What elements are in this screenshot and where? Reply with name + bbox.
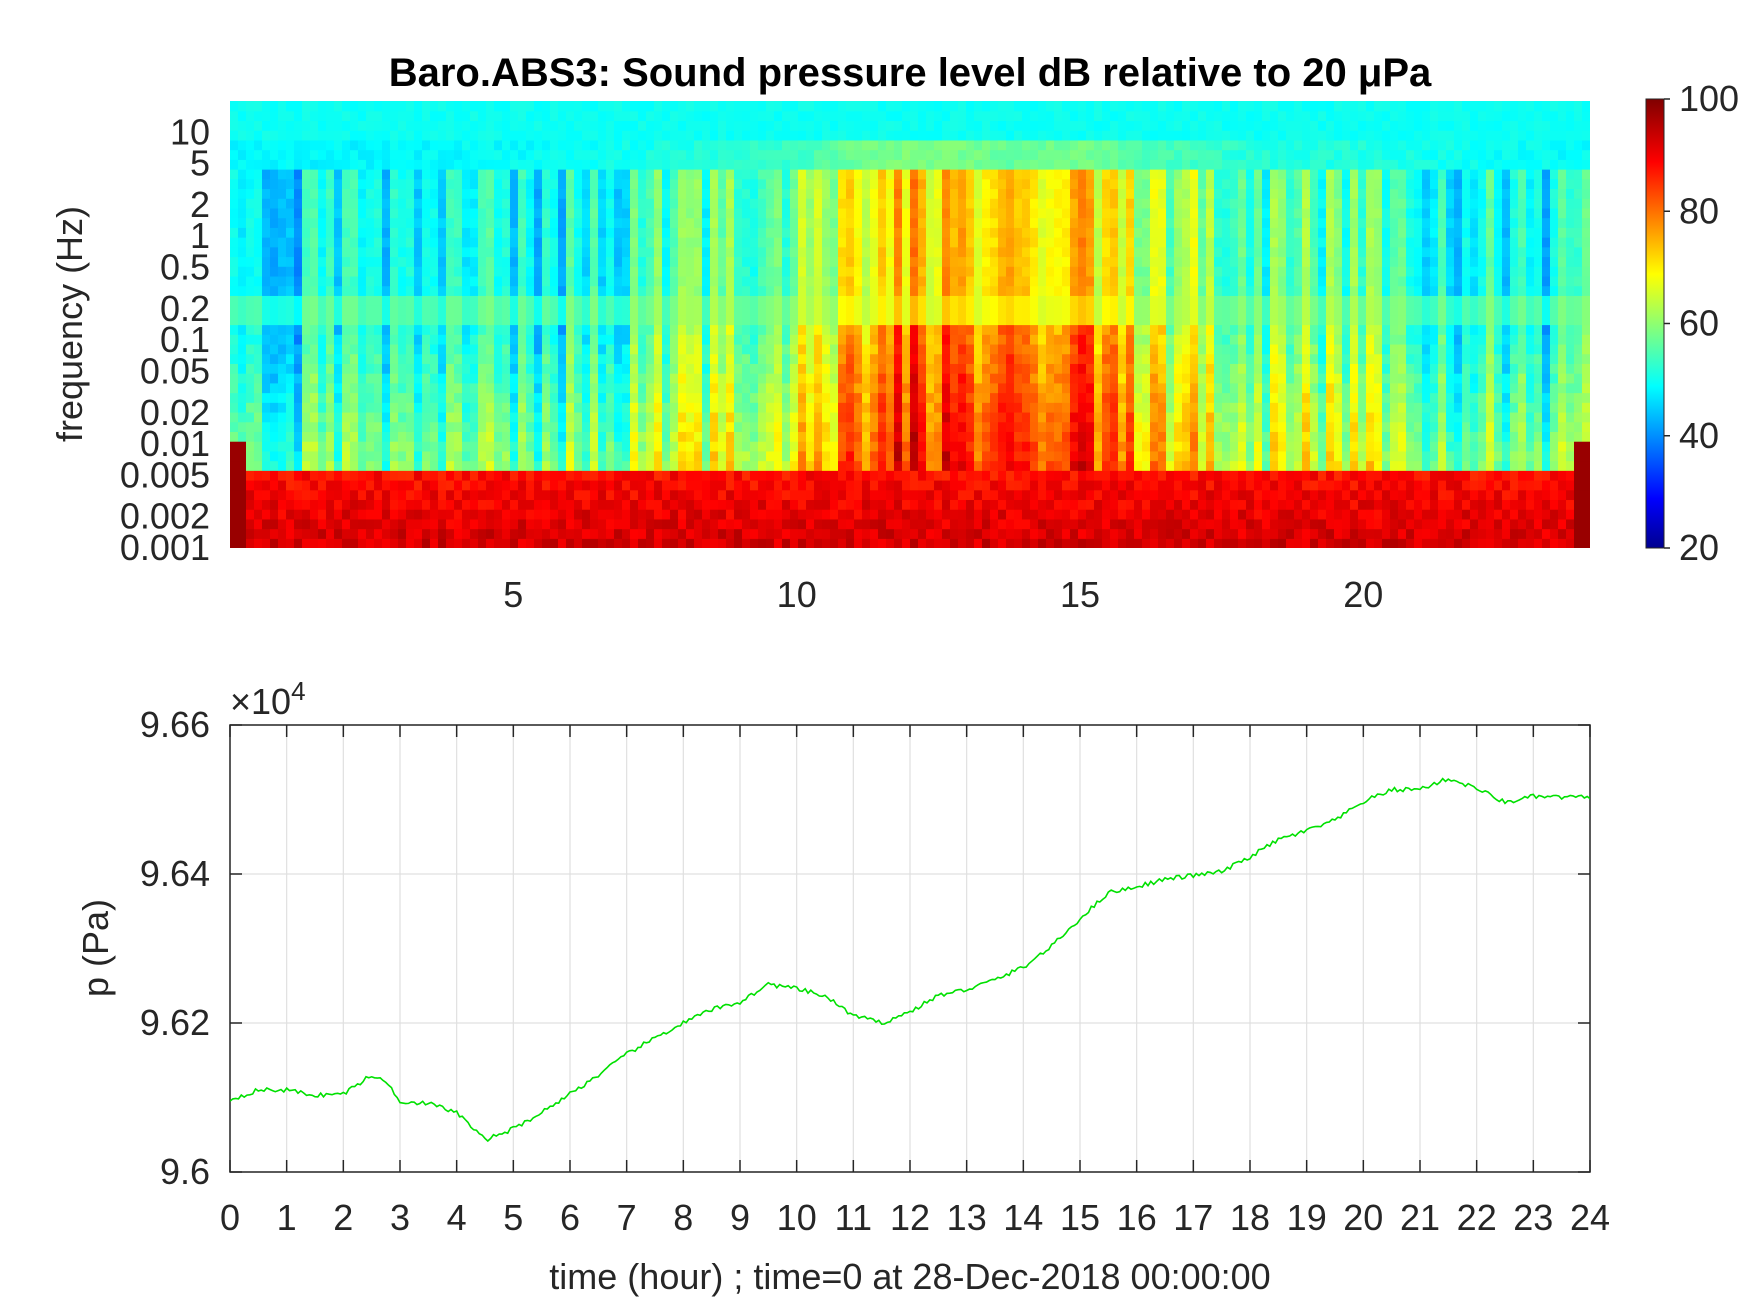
pressure-x-tick-label: 10: [777, 1197, 817, 1238]
spectrogram-y-label: frequency (Hz): [49, 206, 90, 442]
y-exponent-label: ×104: [230, 676, 306, 722]
pressure-x-tick-label: 11: [835, 1197, 872, 1238]
pressure-x-tick-label: 19: [1287, 1197, 1327, 1238]
spectrogram-y-tick-label: 5: [190, 143, 210, 184]
colorbar-tick-label: 80: [1679, 190, 1719, 231]
pressure-x-tick-label: 7: [617, 1197, 637, 1238]
spectrogram-y-tick-label: 0.005: [120, 454, 210, 495]
spectrogram-y-tick-label: 1: [190, 215, 210, 256]
pressure-x-tick-label: 15: [1060, 1197, 1100, 1238]
pressure-x-tick-label: 22: [1457, 1197, 1497, 1238]
pressure-x-label: time (hour) ; time=0 at 28-Dec-2018 00:0…: [549, 1256, 1270, 1297]
colorbar-tick-label: 20: [1679, 527, 1719, 568]
pressure-y-label: p (Pa): [75, 899, 116, 997]
pressure-x-tick-label: 16: [1117, 1197, 1157, 1238]
spectrogram-y-tick-label: 0.2: [160, 288, 210, 329]
spectrogram-y-tick-label: 10: [170, 111, 210, 152]
spectrogram-y-ticks: 0.0010.0020.0050.010.020.050.10.20.51251…: [120, 111, 210, 568]
pressure-x-ticks: 0 1 2 3 4 5 6 7 8 9 10 11 12 13 14 15 16 17 18 19 20 21 22 23 24: [220, 725, 1610, 1238]
spectrogram-y-tick-label: 0.01: [140, 423, 210, 464]
pressure-x-tick-label: 0: [220, 1197, 240, 1238]
spectrogram-y-tick-label: 0.5: [160, 247, 210, 288]
pressure-y-tick-label: 9.64: [140, 853, 210, 894]
spectrogram-y-tick-label: 0.02: [140, 392, 210, 433]
colorbar: [1645, 98, 1665, 549]
pressure-x-tick-label: 3: [390, 1197, 410, 1238]
pressure-x-tick-label: 20: [1343, 1197, 1383, 1238]
pressure-y-tick-label: 9.62: [140, 1002, 210, 1043]
pressure-x-tick-label: 13: [947, 1197, 987, 1238]
pressure-x-tick-label: 24: [1570, 1197, 1610, 1238]
spectrogram-x-tick-label: 10: [777, 574, 817, 615]
pressure-x-tick-label: 21: [1400, 1197, 1440, 1238]
spectrogram-heatmap: [230, 101, 1590, 548]
spectrogram-x-tick-label: 20: [1343, 574, 1383, 615]
pressure-x-tick-label: 18: [1230, 1197, 1270, 1238]
pressure-x-tick-label: 17: [1173, 1197, 1213, 1238]
y-exponent-base: ×10: [230, 681, 291, 722]
colorbar-tick-label: 100: [1679, 78, 1739, 119]
colorbar-tick-label: 60: [1679, 303, 1719, 344]
pressure-x-tick-label: 14: [1003, 1197, 1043, 1238]
colorbar-ticks: 20 40 60 80 100: [1664, 78, 1739, 568]
pressure-x-tick-label: 5: [503, 1197, 523, 1238]
pressure-x-tick-label: 1: [277, 1197, 297, 1238]
spectrogram-title: Baro.ABS3: Sound pressure level dB relat…: [389, 51, 1432, 95]
y-exponent-power: 4: [291, 676, 305, 706]
spectrogram-y-tick-label: 0.002: [120, 496, 210, 537]
spectrogram-y-tick-label: 0.001: [120, 527, 210, 568]
spectrogram-y-tick-label: 0.05: [140, 350, 210, 391]
spectrogram-y-tick-label: 2: [190, 184, 210, 225]
pressure-x-tick-label: 4: [447, 1197, 467, 1238]
pressure-x-tick-label: 2: [333, 1197, 353, 1238]
pressure-line: [230, 777, 1590, 1143]
pressure-x-tick-label: 8: [673, 1197, 693, 1238]
pressure-y-tick-label: 9.66: [140, 704, 210, 745]
pressure-y-ticks: 9.6 9.62 9.64 9.66: [140, 704, 1590, 1192]
pressure-series: [230, 777, 1590, 1143]
pressure-x-tick-label: 9: [730, 1197, 750, 1238]
colorbar-tick-label: 40: [1679, 415, 1719, 456]
pressure-x-tick-label: 6: [560, 1197, 580, 1238]
pressure-y-tick-label: 9.6: [160, 1151, 210, 1192]
spectrogram-y-tick-label: 0.1: [160, 319, 210, 360]
spectrogram-x-tick-label: 5: [503, 574, 523, 615]
spectrogram-x-ticks: 5 10 15 20: [503, 574, 1383, 615]
pressure-x-tick-label: 12: [890, 1197, 930, 1238]
pressure-x-tick-label: 23: [1513, 1197, 1553, 1238]
spectrogram-x-tick-label: 15: [1060, 574, 1100, 615]
